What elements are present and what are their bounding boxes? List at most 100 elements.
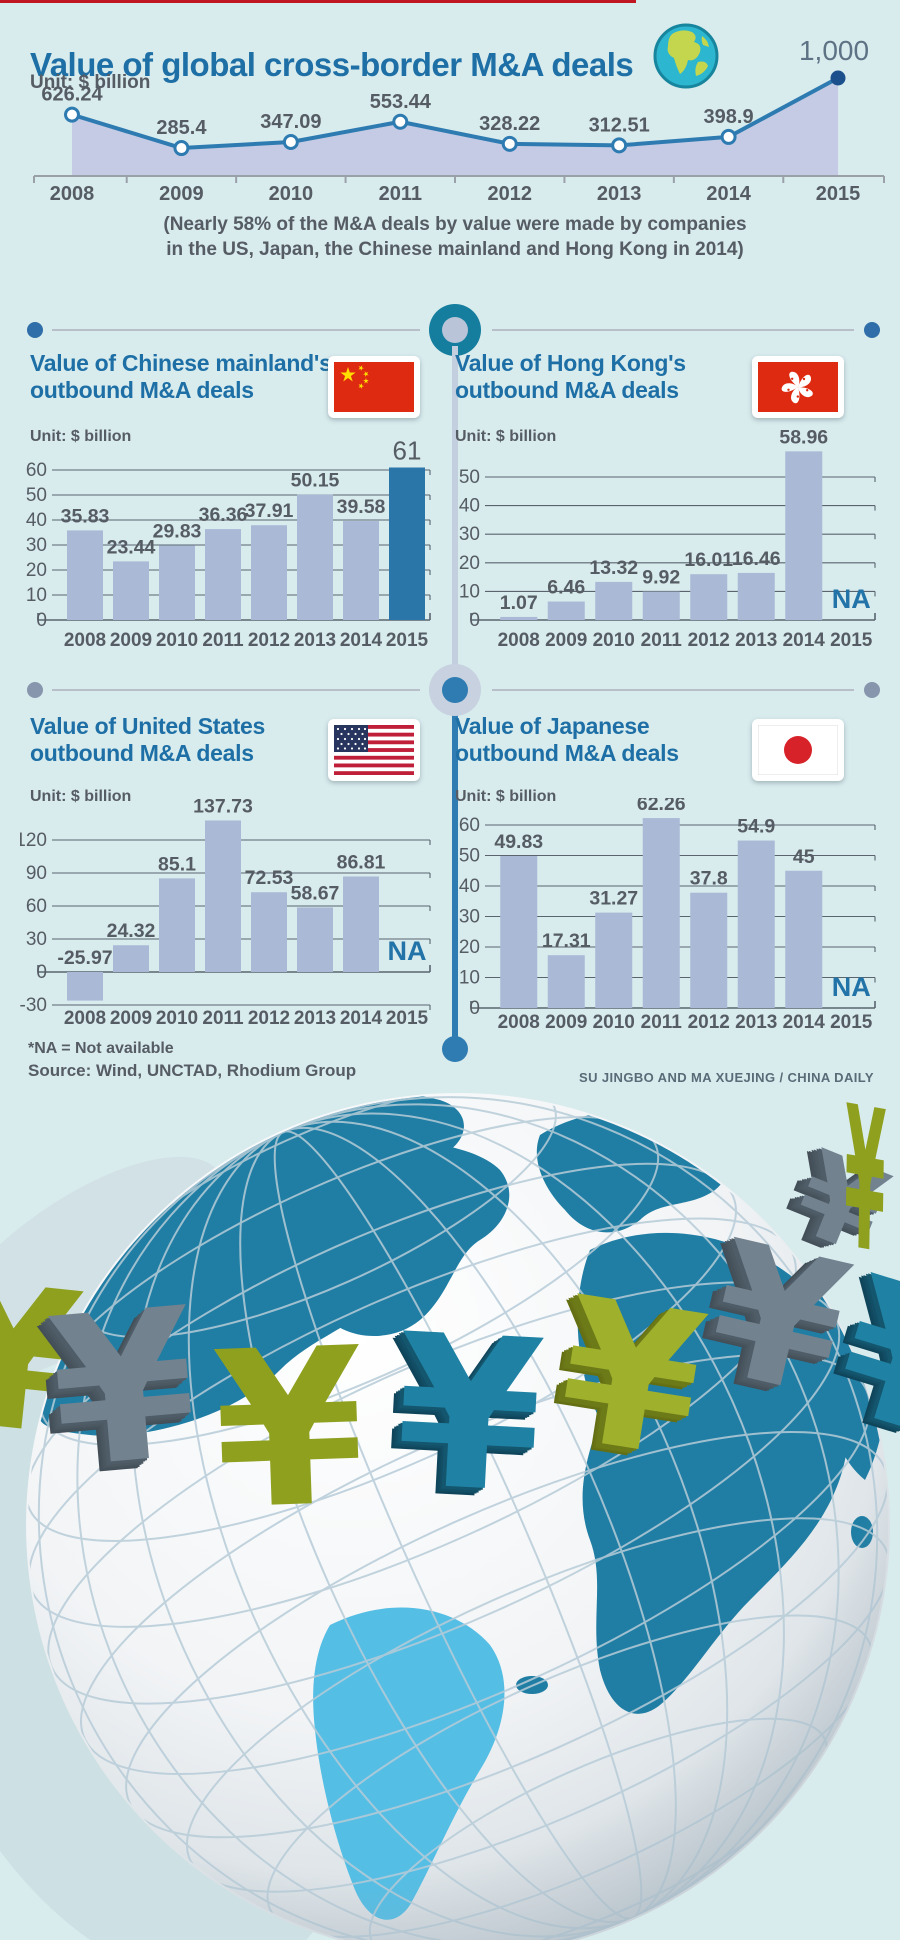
svg-text:2012: 2012	[688, 630, 730, 651]
svg-text:37.8: 37.8	[690, 868, 728, 890]
svg-text:553.44: 553.44	[370, 91, 432, 113]
globe-illustration	[0, 1093, 890, 1940]
svg-text:2015: 2015	[386, 1008, 429, 1029]
japan-bar-chart: 0 10 20 30 40 50 60 49.83 2008 17.31 2009 31.27 2010…	[459, 798, 876, 1033]
svg-text:2012: 2012	[487, 183, 532, 205]
svg-text:285.4: 285.4	[156, 117, 207, 139]
hk-unit-label: Unit: $ billion	[455, 428, 557, 445]
svg-text:347.09: 347.09	[260, 111, 321, 133]
svg-text:20: 20	[459, 937, 480, 958]
svg-text:-30: -30	[20, 995, 47, 1016]
na-footnote: *NA = Not available	[28, 1040, 174, 1057]
yen-symbol: ¥	[389, 1288, 549, 1541]
svg-text:2010: 2010	[156, 630, 198, 651]
section-title-china: Value of Chinese mainland's outbound M&A…	[30, 350, 332, 404]
yen-symbol: ¥	[41, 1263, 206, 1515]
divider2-center-inner	[442, 677, 468, 703]
svg-text:37.91: 37.91	[245, 500, 294, 522]
japan-flag	[758, 725, 838, 775]
yen-symbol: ¥	[842, 1064, 888, 1299]
svg-text:2014: 2014	[340, 630, 383, 651]
svg-text:1.07: 1.07	[500, 592, 538, 614]
china-title-line1: Value of Chinese mainland's	[30, 350, 332, 376]
svg-text:2013: 2013	[294, 630, 336, 651]
svg-text:60: 60	[459, 815, 480, 836]
svg-text:398.9: 398.9	[704, 106, 754, 128]
svg-text:2010: 2010	[269, 183, 314, 205]
svg-text:10: 10	[26, 585, 47, 606]
svg-text:2008: 2008	[50, 183, 95, 205]
svg-text:2013: 2013	[735, 1012, 777, 1033]
svg-text:2015: 2015	[386, 630, 429, 651]
svg-text:90: 90	[26, 863, 47, 884]
us-title-line2: outbound M&A deals	[30, 740, 254, 766]
svg-text:NA: NA	[832, 972, 871, 1002]
hong-kong-flag	[758, 362, 838, 412]
svg-text:29.83: 29.83	[153, 520, 202, 542]
svg-text:2012: 2012	[688, 1012, 730, 1033]
svg-text:0: 0	[469, 610, 480, 631]
svg-text:0: 0	[36, 610, 47, 631]
japan-flag-frame	[752, 719, 844, 781]
svg-text:30: 30	[26, 535, 47, 556]
svg-text:2009: 2009	[159, 183, 204, 205]
svg-text:120: 120	[20, 830, 47, 851]
svg-text:0: 0	[36, 962, 47, 983]
svg-text:24.32: 24.32	[107, 920, 156, 942]
svg-text:50.15: 50.15	[291, 470, 340, 492]
svg-text:72.53: 72.53	[245, 867, 294, 889]
svg-text:36.36: 36.36	[199, 504, 248, 526]
svg-text:50: 50	[26, 485, 47, 506]
china-bar-chart: 0 10 20 30 40 50 60 35.83 2008 23.44 2009 29.83 2010…	[26, 436, 431, 651]
credit-line: SU JINGBO AND MA XUEJING / CHINA DAILY	[579, 1070, 874, 1085]
svg-text:49.83: 49.83	[494, 831, 543, 853]
svg-text:62.26: 62.26	[637, 798, 686, 815]
svg-text:312.51: 312.51	[589, 114, 650, 136]
svg-text:0: 0	[469, 998, 480, 1019]
svg-text:10: 10	[459, 581, 480, 602]
svg-text:2011: 2011	[641, 1012, 683, 1033]
svg-text:2008: 2008	[498, 1012, 540, 1033]
svg-text:20: 20	[459, 553, 480, 574]
svg-text:137.73: 137.73	[193, 798, 253, 817]
svg-text:2008: 2008	[498, 630, 540, 651]
svg-text:2015: 2015	[830, 630, 873, 651]
svg-text:2010: 2010	[593, 630, 635, 651]
svg-text:54.9: 54.9	[737, 816, 775, 838]
svg-text:30: 30	[26, 929, 47, 950]
svg-text:-25.97: -25.97	[57, 947, 112, 969]
svg-text:2014: 2014	[706, 183, 751, 205]
svg-text:35.83: 35.83	[61, 505, 110, 527]
svg-text:23.44: 23.44	[107, 536, 156, 558]
china-flag	[334, 362, 414, 412]
svg-text:328.22: 328.22	[479, 113, 540, 135]
hong-kong-flag-frame	[752, 356, 844, 418]
svg-text:31.27: 31.27	[589, 888, 638, 910]
svg-text:2015: 2015	[816, 183, 861, 205]
svg-text:30: 30	[459, 524, 480, 545]
svg-text:58.67: 58.67	[291, 882, 340, 904]
svg-text:2011: 2011	[641, 630, 683, 651]
svg-text:2011: 2011	[202, 1008, 244, 1029]
svg-text:86.81: 86.81	[337, 852, 386, 874]
svg-text:2011: 2011	[379, 183, 422, 205]
divider1-right-line	[492, 329, 854, 331]
note-line-2: in the US, Japan, the Chinese mainland a…	[166, 239, 744, 260]
svg-text:10: 10	[459, 968, 480, 989]
svg-text:20: 20	[26, 560, 47, 581]
section-title-us: Value of United States outbound M&A deal…	[30, 713, 265, 767]
svg-text:85.1: 85.1	[158, 853, 196, 875]
svg-text:16.46: 16.46	[732, 548, 781, 570]
connector-end-dot	[442, 1036, 468, 1062]
china-flag-frame	[328, 356, 420, 418]
hk-title-line2: outbound M&A deals	[455, 377, 679, 403]
svg-text:2011: 2011	[202, 630, 244, 651]
note-text: (Nearly 58% of the M&A deals by value we…	[135, 212, 775, 262]
svg-text:2010: 2010	[156, 1008, 198, 1029]
svg-text:2014: 2014	[783, 630, 826, 651]
svg-text:2008: 2008	[64, 1008, 106, 1029]
us-title-line1: Value of United States	[30, 713, 265, 739]
connector-light-line	[452, 346, 458, 666]
svg-text:2009: 2009	[110, 1008, 152, 1029]
svg-text:9.92: 9.92	[642, 567, 680, 589]
